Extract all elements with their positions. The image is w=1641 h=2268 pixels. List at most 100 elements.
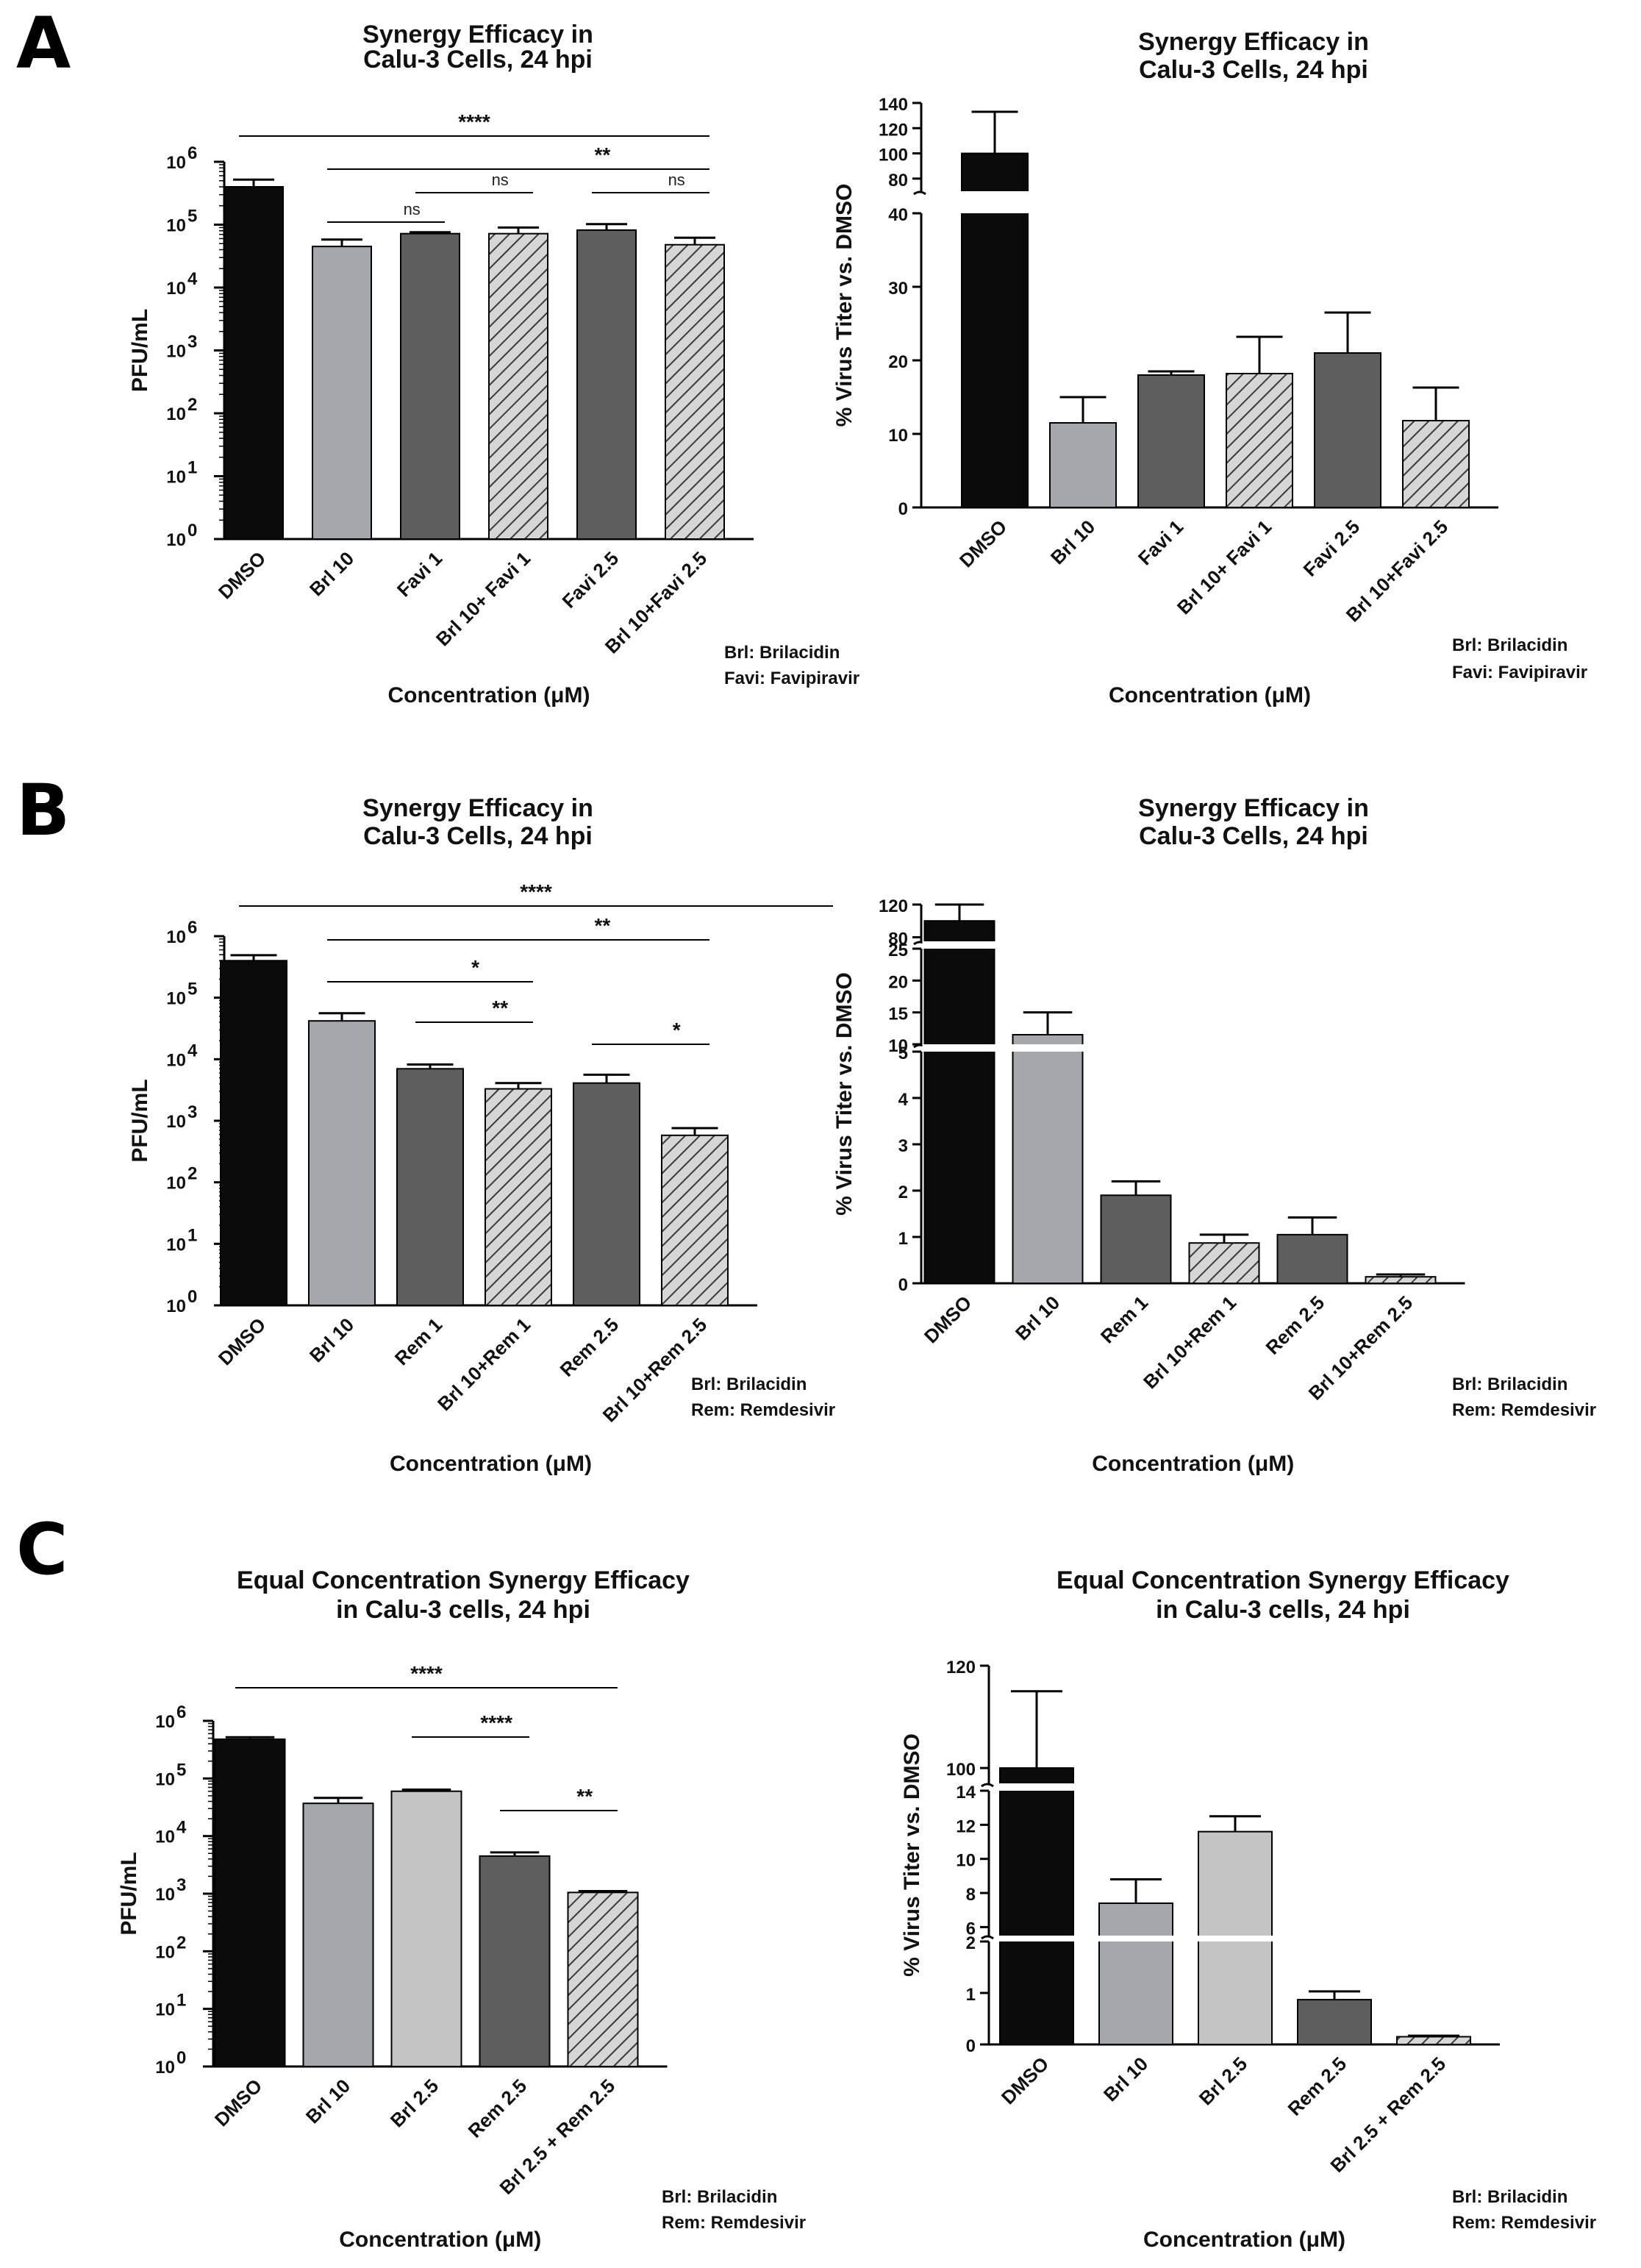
bar-brl-10-rem-1 bbox=[485, 1088, 552, 1306]
y-tick-label: 10 bbox=[166, 1235, 186, 1255]
x-tick-label: Favi 2.5 bbox=[1299, 516, 1365, 581]
legend-entry: Rem: Remdesivir bbox=[1452, 1400, 1596, 1420]
bar-rem-2-5 bbox=[1297, 1999, 1372, 2046]
legend-entry: Brl: Brilacidin bbox=[1452, 2187, 1567, 2207]
y-tick-label: 5 bbox=[898, 1044, 908, 1063]
y-tick-label: 40 bbox=[888, 205, 908, 225]
y-tick-label: 6 bbox=[966, 1919, 976, 1939]
y-axis-label: PFU/mL bbox=[128, 309, 152, 392]
y-tick-label: 10 bbox=[166, 279, 186, 299]
bar-brl-10 bbox=[1012, 1034, 1084, 1284]
x-tick-label: Favi 1 bbox=[393, 547, 446, 601]
significance-label: **** bbox=[520, 880, 552, 903]
significance-label: ns bbox=[492, 171, 509, 189]
y-tick-exp: 0 bbox=[187, 1287, 197, 1307]
y-tick-label: 120 bbox=[946, 1658, 976, 1677]
y-tick-exp: 0 bbox=[176, 2048, 186, 2068]
bar-rem-2-5 bbox=[573, 1082, 640, 1307]
y-tick-label: 0 bbox=[898, 1275, 908, 1295]
y-tick-label: 80 bbox=[888, 929, 908, 949]
y-tick-label: 10 bbox=[166, 1050, 186, 1070]
y-tick-label: 10 bbox=[166, 1297, 186, 1316]
axis-break-mark bbox=[981, 1935, 994, 1940]
x-tick-label: Brl 10 bbox=[305, 1313, 358, 1366]
bar-favi-2-5 bbox=[576, 229, 637, 540]
legend-entry: Brl: Brilacidin bbox=[1452, 635, 1567, 655]
y-tick-label: 10 bbox=[155, 1942, 175, 1962]
y-tick-label: 20 bbox=[888, 352, 908, 372]
significance-label: **** bbox=[480, 1711, 512, 1734]
x-tick-label: DMSO bbox=[920, 1291, 976, 1347]
legend-entry: Brl: Brilacidin bbox=[724, 643, 840, 663]
bar-rem-2-5 bbox=[479, 1855, 551, 2068]
y-tick-label: 0 bbox=[898, 499, 908, 519]
x-axis-label: Concentration (μM) bbox=[1109, 683, 1311, 707]
x-tick-label: Rem 2.5 bbox=[464, 2075, 532, 2142]
y-tick-label: 10 bbox=[155, 1712, 175, 1732]
bar-rem-1 bbox=[396, 1068, 464, 1306]
y-tick-label: 10 bbox=[166, 404, 186, 424]
y-tick-label: 3 bbox=[898, 1136, 908, 1156]
legend-entry: Rem: Remdesivir bbox=[1452, 2213, 1596, 2233]
bar-brl-10-favi-2-5 bbox=[1402, 420, 1470, 508]
axis-break-gap bbox=[998, 1936, 1076, 1941]
significance-label: ** bbox=[595, 914, 611, 937]
chart-title: in Calu-3 cells, 24 hpi bbox=[336, 1596, 590, 1624]
legend-entry: Rem: Remdesivir bbox=[662, 2213, 806, 2233]
bar-brl-2-5-rem-2-5 bbox=[1396, 2036, 1471, 2045]
bar-dmso bbox=[220, 960, 287, 1306]
y-tick-label: 10 bbox=[888, 426, 908, 446]
significance-label: ** bbox=[595, 143, 611, 166]
chart-title: Calu-3 Cells, 24 hpi bbox=[1139, 822, 1368, 850]
x-tick-label: Brl 10+Rem 1 bbox=[1139, 1291, 1240, 1393]
significance-label: ** bbox=[576, 1785, 593, 1808]
y-tick-exp: 3 bbox=[187, 1102, 197, 1122]
significance-label: **** bbox=[458, 110, 490, 133]
bar-brl-10-favi-1 bbox=[488, 232, 548, 540]
chart-title: Synergy Efficacy in bbox=[1138, 794, 1369, 822]
x-axis-label: Concentration (μM) bbox=[1143, 2228, 1345, 2252]
axis-break-gap bbox=[1196, 1936, 1274, 1941]
x-tick-label: Rem 2.5 bbox=[556, 1313, 623, 1381]
panel-label-c: C bbox=[16, 1508, 68, 1591]
y-tick-exp: 6 bbox=[176, 1702, 186, 1722]
x-tick-label: Brl 10 bbox=[1046, 516, 1099, 568]
x-tick-label: Rem 2.5 bbox=[1262, 1291, 1329, 1359]
x-tick-label: Brl 10+ Favi 1 bbox=[1173, 516, 1276, 618]
chart-title: Synergy Efficacy in bbox=[1138, 28, 1369, 56]
y-tick-label: 10 bbox=[956, 1851, 976, 1871]
y-tick-label: 10 bbox=[166, 927, 186, 947]
y-axis-label: % Virus Titer vs. DMSO bbox=[832, 184, 857, 427]
x-tick-label: Brl 2.5 bbox=[1195, 2053, 1251, 2109]
bar-brl-10-rem-2-5 bbox=[1365, 1276, 1437, 1285]
legend-entry: Rem: Remdesivir bbox=[691, 1400, 835, 1420]
bar-brl-10 bbox=[1049, 422, 1117, 508]
y-tick-label: 10 bbox=[166, 1174, 186, 1194]
chart-title: Equal Concentration Synergy Efficacy bbox=[237, 1566, 690, 1594]
y-tick-exp: 3 bbox=[176, 1875, 186, 1895]
y-tick-label: 2 bbox=[898, 1183, 908, 1202]
x-tick-label: Brl 10 bbox=[301, 2075, 354, 2128]
axis-break-gap bbox=[922, 941, 997, 949]
x-tick-label: Brl 2.5 bbox=[386, 2075, 443, 2131]
y-tick-exp: 0 bbox=[187, 521, 197, 541]
legend-entry: Favi: Favipiravir bbox=[1452, 663, 1587, 682]
y-tick-label: 20 bbox=[888, 972, 908, 992]
axis-break-mark bbox=[981, 1783, 994, 1788]
y-axis-label: % Virus Titer vs. DMSO bbox=[900, 1733, 924, 1977]
y-tick-label: 10 bbox=[155, 2058, 175, 2078]
axis-break-gap bbox=[998, 1783, 1076, 1791]
x-tick-label: Brl 10+ Favi 1 bbox=[432, 547, 535, 650]
y-tick-label: 25 bbox=[888, 941, 908, 960]
chart-title: Synergy Efficacy in bbox=[362, 794, 593, 822]
y-tick-label: 10 bbox=[166, 342, 186, 362]
chart-title: Calu-3 Cells, 24 hpi bbox=[363, 46, 593, 74]
y-tick-exp: 2 bbox=[187, 1164, 197, 1184]
y-tick-exp: 3 bbox=[187, 332, 197, 352]
y-tick-exp: 4 bbox=[187, 1041, 198, 1060]
chart-title: Synergy Efficacy in bbox=[362, 21, 593, 49]
